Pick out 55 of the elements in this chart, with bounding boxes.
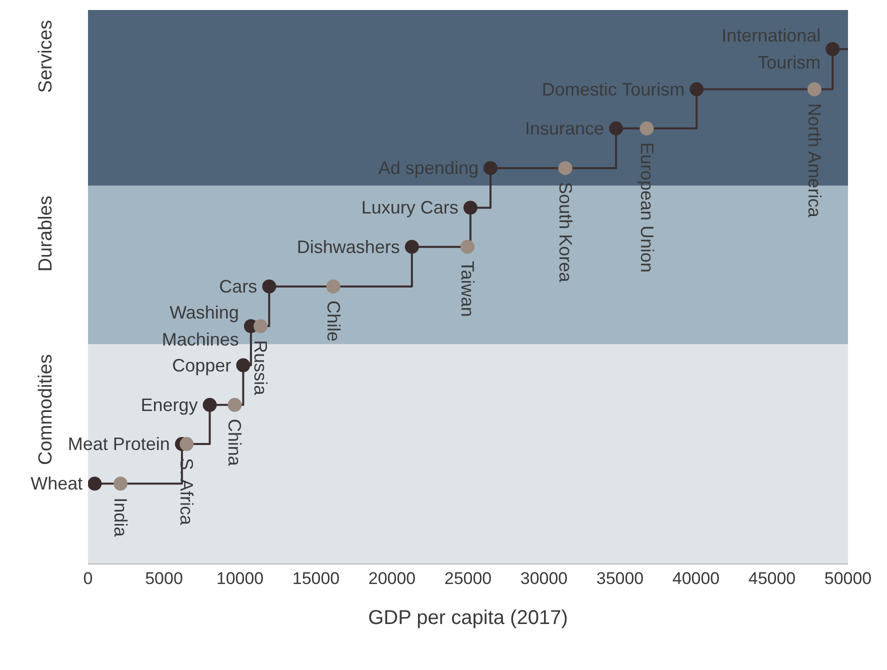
annotation: Wheat	[30, 474, 83, 494]
annotation: International Tourism	[722, 26, 821, 73]
x-axis-title: GDP per capita (2017)	[368, 607, 568, 629]
annotation: Meat Protein	[68, 434, 170, 454]
annotation: Luxury Cars	[361, 198, 458, 218]
band-label: Durables	[36, 196, 56, 272]
annotation: Domestic Tourism	[542, 79, 685, 100]
point	[807, 82, 822, 96]
x-tick-label: 20000	[368, 569, 416, 588]
x-tick-label: 35000	[596, 569, 644, 588]
annotation: Cars	[219, 276, 258, 296]
annotation: Russia	[250, 340, 271, 396]
point	[228, 398, 242, 412]
point	[826, 42, 840, 56]
band-label: Services	[36, 20, 56, 93]
annotation: S. Africa	[176, 458, 197, 526]
point	[404, 240, 419, 254]
point	[88, 476, 102, 491]
annotation: North America	[804, 103, 824, 218]
annotation: Insurance	[524, 118, 604, 138]
point	[460, 240, 475, 254]
annotation: Dishwashers	[296, 236, 400, 257]
annotation: Washing Machines	[162, 302, 239, 350]
x-tick-label: 30000	[520, 569, 568, 588]
band-label: Commodities	[36, 354, 56, 466]
point	[558, 161, 572, 176]
annotation: Ad spending	[378, 158, 478, 178]
annotation: Taiwan	[458, 260, 478, 317]
point	[326, 279, 340, 294]
point	[483, 161, 498, 176]
point	[236, 358, 250, 372]
point	[254, 319, 268, 334]
point	[180, 437, 194, 452]
point	[114, 476, 128, 491]
x-tick-label: 25000	[444, 569, 492, 588]
x-tick-label: 10000	[216, 569, 264, 588]
point	[690, 82, 704, 96]
annotation: China	[224, 418, 245, 467]
point	[202, 398, 217, 412]
annotation: Copper	[172, 355, 232, 376]
point	[463, 200, 478, 215]
point	[262, 279, 276, 294]
x-tick-label: 15000	[292, 569, 340, 588]
point	[640, 121, 654, 136]
annotation: Chile	[323, 300, 344, 342]
annotation: European Union	[636, 142, 657, 273]
x-tick-label: 40000	[672, 569, 720, 588]
annotation: Energy	[140, 394, 198, 415]
annotation: South Korea	[555, 182, 576, 284]
x-tick-label: 45000	[748, 569, 796, 588]
x-tick-label: 5000	[145, 569, 183, 588]
x-tick-label: 0	[83, 569, 93, 588]
point	[609, 121, 624, 136]
annotation: India	[110, 498, 131, 538]
x-tick-label: 50000	[824, 569, 872, 588]
